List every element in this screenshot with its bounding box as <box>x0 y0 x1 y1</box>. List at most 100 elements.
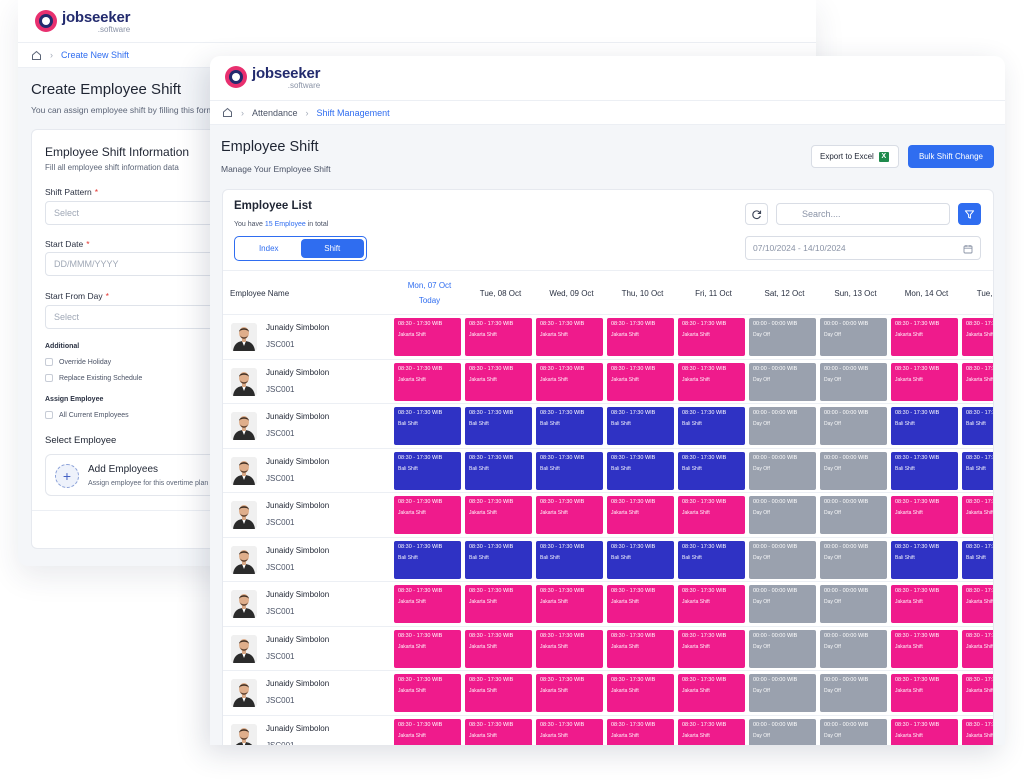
shift-cell[interactable]: 00:00 - 00:00 WIB Day Off <box>749 407 816 445</box>
shift-cell[interactable]: 08:30 - 17:30 WIB Jakarta Shift <box>465 718 532 745</box>
shift-cell[interactable]: 08:30 - 17:30 WIB Jakarta Shift <box>465 496 532 534</box>
table-row[interactable]: Junaidy Simbolon JSC001 08:30 - 17:30 WIB J… <box>223 582 993 627</box>
shift-cell[interactable]: 00:00 - 00:00 WIB Day Off <box>749 362 816 401</box>
shift-cell[interactable]: 08:30 - 17:30 WIB Bali Shift <box>536 451 603 490</box>
table-row[interactable]: Junaidy Simbolon JSC001 08:30 - 17:30 WIB J… <box>223 493 993 538</box>
override-holiday-checkbox[interactable]: Override Holiday <box>45 358 111 366</box>
shift-cell[interactable]: 00:00 - 00:00 WIB Day Off <box>749 674 816 712</box>
filter-button[interactable] <box>958 203 981 225</box>
export-to-excel-button[interactable]: Export to Excel X <box>811 145 899 168</box>
shift-cell[interactable]: 08:30 - 17:30 WIB Bali Shift <box>891 451 958 490</box>
shift-cell[interactable]: 08:30 - 17:30 WIB Jakarta Shift <box>678 629 745 668</box>
shift-cell[interactable]: 08:30 - 17:30 WIB Jakarta Shift <box>962 496 993 534</box>
shift-cell[interactable]: 08:30 - 17:30 WIB Jakarta Shift <box>394 496 461 534</box>
breadcrumb-shift-management[interactable]: Shift Management <box>316 107 390 118</box>
shift-cell[interactable]: 08:30 - 17:30 WIB Jakarta Shift <box>465 585 532 623</box>
shift-cell[interactable]: 08:30 - 17:30 WIB Bali Shift <box>536 540 603 579</box>
shift-cell[interactable]: 08:30 - 17:30 WIB Jakarta Shift <box>678 585 745 623</box>
shift-cell[interactable]: 00:00 - 00:00 WIB Day Off <box>749 496 816 534</box>
shift-cell[interactable]: 08:30 - 17:30 WIB Jakarta Shift <box>394 629 461 668</box>
table-row[interactable]: Junaidy Simbolon JSC001 08:30 - 17:30 WIB B… <box>223 449 993 493</box>
shift-cell[interactable]: 00:00 - 00:00 WIB Day Off <box>749 451 816 490</box>
shift-cell[interactable]: 00:00 - 00:00 WIB Day Off <box>749 318 816 356</box>
shift-cell[interactable]: 00:00 - 00:00 WIB Day Off <box>820 407 887 445</box>
search-input[interactable]: Search.... <box>776 203 950 225</box>
table-row[interactable]: Junaidy Simbolon JSC001 08:30 - 17:30 WIB J… <box>223 627 993 671</box>
shift-cell[interactable]: 08:30 - 17:30 WIB Bali Shift <box>678 540 745 579</box>
shift-cell[interactable]: 08:30 - 17:30 WIB Jakarta Shift <box>678 362 745 401</box>
home-icon[interactable] <box>31 50 42 61</box>
shift-cell[interactable]: 08:30 - 17:30 WIB Jakarta Shift <box>607 318 674 356</box>
shift-cell[interactable]: 08:30 - 17:30 WIB Bali Shift <box>465 407 532 445</box>
shift-cell[interactable]: 08:30 - 17:30 WIB Bali Shift <box>891 407 958 445</box>
shift-cell[interactable]: 08:30 - 17:30 WIB Bali Shift <box>465 451 532 490</box>
shift-cell[interactable]: 08:30 - 17:30 WIB Jakarta Shift <box>536 496 603 534</box>
shift-cell[interactable]: 08:30 - 17:30 WIB Jakarta Shift <box>891 496 958 534</box>
shift-cell[interactable]: 08:30 - 17:30 WIB Jakarta Shift <box>394 674 461 712</box>
shift-cell[interactable]: 08:30 - 17:30 WIB Jakarta Shift <box>678 318 745 356</box>
shift-cell[interactable]: 08:30 - 17:30 WIB Bali Shift <box>678 407 745 445</box>
shift-cell[interactable]: 00:00 - 00:00 WIB Day Off <box>820 629 887 668</box>
shift-cell[interactable]: 08:30 - 17:30 WIB Jakarta Shift <box>962 318 993 356</box>
shift-cell[interactable]: 00:00 - 00:00 WIB Day Off <box>820 674 887 712</box>
shift-cell[interactable]: 08:30 - 17:30 WIB Jakarta Shift <box>536 718 603 745</box>
shift-cell[interactable]: 08:30 - 17:30 WIB Jakarta Shift <box>536 362 603 401</box>
shift-cell[interactable]: 08:30 - 17:30 WIB Jakarta Shift <box>607 585 674 623</box>
jobseeker-logo[interactable]: jobseeker .software <box>225 66 320 90</box>
shift-cell[interactable]: 08:30 - 17:30 WIB Jakarta Shift <box>394 318 461 356</box>
shift-cell[interactable]: 00:00 - 00:00 WIB Day Off <box>820 362 887 401</box>
shift-cell[interactable]: 08:30 - 17:30 WIB Jakarta Shift <box>962 674 993 712</box>
shift-cell[interactable]: 08:30 - 17:30 WIB Bali Shift <box>394 451 461 490</box>
shift-cell[interactable]: 08:30 - 17:30 WIB Jakarta Shift <box>891 362 958 401</box>
shift-cell[interactable]: 08:30 - 17:30 WIB Jakarta Shift <box>465 318 532 356</box>
shift-cell[interactable]: 08:30 - 17:30 WIB Jakarta Shift <box>678 674 745 712</box>
start-from-day-select[interactable]: Select <box>45 305 235 329</box>
shift-cell[interactable]: 08:30 - 17:30 WIB Jakarta Shift <box>891 318 958 356</box>
shift-cell[interactable]: 08:30 - 17:30 WIB Jakarta Shift <box>394 362 461 401</box>
shift-cell[interactable]: 08:30 - 17:30 WIB Jakarta Shift <box>891 585 958 623</box>
shift-cell[interactable]: 08:30 - 17:30 WIB Bali Shift <box>962 407 993 445</box>
shift-cell[interactable]: 00:00 - 00:00 WIB Day Off <box>820 496 887 534</box>
replace-schedule-checkbox[interactable]: Replace Existing Schedule <box>45 374 142 382</box>
shift-cell[interactable]: 08:30 - 17:30 WIB Jakarta Shift <box>891 718 958 745</box>
shift-cell[interactable]: 08:30 - 17:30 WIB Bali Shift <box>962 540 993 579</box>
shift-cell[interactable]: 08:30 - 17:30 WIB Bali Shift <box>678 451 745 490</box>
shift-cell[interactable]: 00:00 - 00:00 WIB Day Off <box>749 629 816 668</box>
shift-cell[interactable]: 08:30 - 17:30 WIB Jakarta Shift <box>394 718 461 745</box>
shift-cell[interactable]: 08:30 - 17:30 WIB Jakarta Shift <box>678 496 745 534</box>
breadcrumb-create-new-shift[interactable]: Create New Shift <box>61 50 130 60</box>
shift-cell[interactable]: 08:30 - 17:30 WIB Jakarta Shift <box>962 362 993 401</box>
shift-cell[interactable]: 08:30 - 17:30 WIB Bali Shift <box>607 540 674 579</box>
shift-cell[interactable]: 08:30 - 17:30 WIB Jakarta Shift <box>962 629 993 668</box>
table-row[interactable]: Junaidy Simbolon JSC001 08:30 - 17:30 WIB B… <box>223 538 993 582</box>
shift-cell[interactable]: 08:30 - 17:30 WIB Bali Shift <box>394 407 461 445</box>
shift-cell[interactable]: 08:30 - 17:30 WIB Bali Shift <box>962 451 993 490</box>
shift-cell[interactable]: 08:30 - 17:30 WIB Jakarta Shift <box>536 674 603 712</box>
date-range-picker[interactable]: 07/10/2024 - 14/10/2024 <box>745 236 981 260</box>
bulk-shift-change-button[interactable]: Bulk Shift Change <box>908 145 994 168</box>
all-current-employees-checkbox[interactable]: All Current Employees <box>45 411 129 419</box>
shift-cell[interactable]: 08:30 - 17:30 WIB Bali Shift <box>891 540 958 579</box>
shift-cell[interactable]: 08:30 - 17:30 WIB Bali Shift <box>394 540 461 579</box>
shift-cell[interactable]: 08:30 - 17:30 WIB Jakarta Shift <box>607 718 674 745</box>
shift-cell[interactable]: 08:30 - 17:30 WIB Jakarta Shift <box>536 585 603 623</box>
table-row[interactable]: Junaidy Simbolon JSC001 08:30 - 17:30 WIB B… <box>223 404 993 449</box>
shift-cell[interactable]: 08:30 - 17:30 WIB Bali Shift <box>607 407 674 445</box>
table-row[interactable]: Junaidy Simbolon JSC001 08:30 - 17:30 WIB J… <box>223 315 993 360</box>
shift-cell[interactable]: 08:30 - 17:30 WIB Jakarta Shift <box>962 585 993 623</box>
shift-cell[interactable]: 08:30 - 17:30 WIB Jakarta Shift <box>891 674 958 712</box>
shift-cell[interactable]: 08:30 - 17:30 WIB Jakarta Shift <box>536 629 603 668</box>
shift-cell[interactable]: 00:00 - 00:00 WIB Day Off <box>749 718 816 745</box>
shift-cell[interactable]: 08:30 - 17:30 WIB Jakarta Shift <box>678 718 745 745</box>
tab-index[interactable]: Index <box>258 244 279 253</box>
shift-cell[interactable]: 08:30 - 17:30 WIB Bali Shift <box>465 540 532 579</box>
shift-cell[interactable]: 00:00 - 00:00 WIB Day Off <box>820 540 887 579</box>
shift-cell[interactable]: 08:30 - 17:30 WIB Bali Shift <box>607 451 674 490</box>
shift-cell[interactable]: 08:30 - 17:30 WIB Jakarta Shift <box>536 318 603 356</box>
shift-cell[interactable]: 00:00 - 00:00 WIB Day Off <box>820 585 887 623</box>
shift-cell[interactable]: 08:30 - 17:30 WIB Jakarta Shift <box>465 674 532 712</box>
refresh-button[interactable] <box>745 203 768 225</box>
shift-cell[interactable]: 00:00 - 00:00 WIB Day Off <box>820 451 887 490</box>
shift-cell[interactable]: 08:30 - 17:30 WIB Jakarta Shift <box>394 585 461 623</box>
table-row[interactable]: Junaidy Simbolon JSC001 08:30 - 17:30 WIB J… <box>223 671 993 716</box>
